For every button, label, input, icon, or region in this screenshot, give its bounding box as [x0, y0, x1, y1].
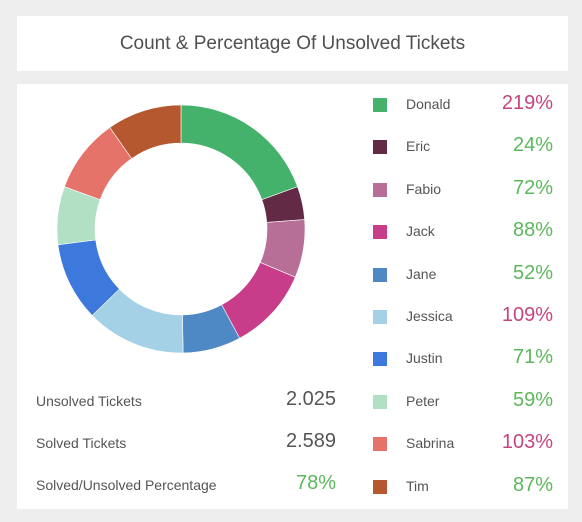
legend-swatch — [373, 479, 387, 494]
stat-label: Solved/Unsolved Percentage — [36, 477, 217, 493]
legend-percentage: 72% — [512, 176, 553, 199]
legend-item-justin[interactable]: Justin 71% — [373, 338, 553, 380]
legend-swatch — [373, 140, 387, 155]
legend-swatch — [373, 182, 387, 197]
stat-row-solved: Solved Tickets 2.589 — [36, 426, 336, 468]
legend-label: Tim — [406, 477, 429, 494]
legend-label: Justin — [406, 350, 443, 367]
legend-item-sabrina[interactable]: Sabrina 103% — [373, 423, 553, 465]
legend-swatch — [373, 310, 387, 324]
legend-percentage: 24% — [512, 134, 553, 157]
stat-label: Solved Tickets — [36, 435, 127, 451]
legend-item-fabio[interactable]: Fabio 72% — [373, 169, 553, 211]
stat-value: 78% — [295, 472, 336, 494]
legend-percentage: 52% — [512, 261, 553, 284]
legend-item-jessica[interactable]: Jessica 109% — [373, 296, 553, 338]
legend-label: Sabrina — [406, 435, 455, 452]
legend-item-peter[interactable]: Peter 59% — [373, 381, 553, 423]
legend-item-jack[interactable]: Jack 88% — [373, 211, 553, 253]
legend-percentage: 103% — [501, 431, 553, 454]
legend-swatch — [373, 98, 387, 112]
legend-item-eric[interactable]: Eric 24% — [373, 126, 553, 168]
legend-swatch — [373, 225, 387, 240]
donut-slice-tim[interactable] — [109, 104, 182, 159]
legend-label: Donald — [406, 96, 451, 112]
legend-label: Fabio — [406, 180, 442, 197]
legend-percentage: 88% — [512, 219, 553, 242]
legend-label: Jessica — [406, 308, 453, 324]
legend-percentage: 59% — [512, 388, 553, 411]
legend-swatch — [373, 352, 387, 367]
stats-panel: Unsolved Tickets 2.025 Solved Tickets 2.… — [36, 384, 336, 510]
chart-title: Count & Percentage Of Unsolved Tickets — [119, 32, 466, 54]
legend-item-tim[interactable]: Tim 87% — [373, 466, 553, 508]
donut-chart — [57, 104, 306, 354]
legend-swatch — [373, 267, 387, 282]
legend-percentage: 109% — [501, 304, 553, 326]
legend-item-donald[interactable]: Donald 219% — [373, 84, 553, 126]
legend-percentage: 87% — [512, 473, 553, 496]
stat-value: 2.025 — [285, 388, 336, 410]
legend-swatch — [373, 437, 387, 452]
legend-swatch — [373, 394, 387, 409]
title-card: Count & Percentage Of Unsolved Tickets — [17, 16, 568, 71]
legend-label: Jane — [406, 265, 437, 282]
donut-slice-donald[interactable] — [180, 104, 298, 201]
legend-percentage: 71% — [512, 346, 553, 369]
chart-card: Unsolved Tickets 2.025 Solved Tickets 2.… — [17, 84, 568, 509]
legend-label: Peter — [406, 392, 440, 409]
legend-label: Eric — [406, 138, 431, 155]
stat-value: 2.589 — [285, 430, 336, 452]
stat-row-unsolved: Unsolved Tickets 2.025 — [36, 384, 336, 426]
legend-label: Jack — [406, 223, 435, 240]
stat-row-percentage: Solved/Unsolved Percentage 78% — [36, 468, 336, 510]
legend-percentage: 219% — [501, 92, 553, 114]
legend-item-jane[interactable]: Jane 52% — [373, 254, 553, 296]
stat-label: Unsolved Tickets — [36, 393, 142, 409]
